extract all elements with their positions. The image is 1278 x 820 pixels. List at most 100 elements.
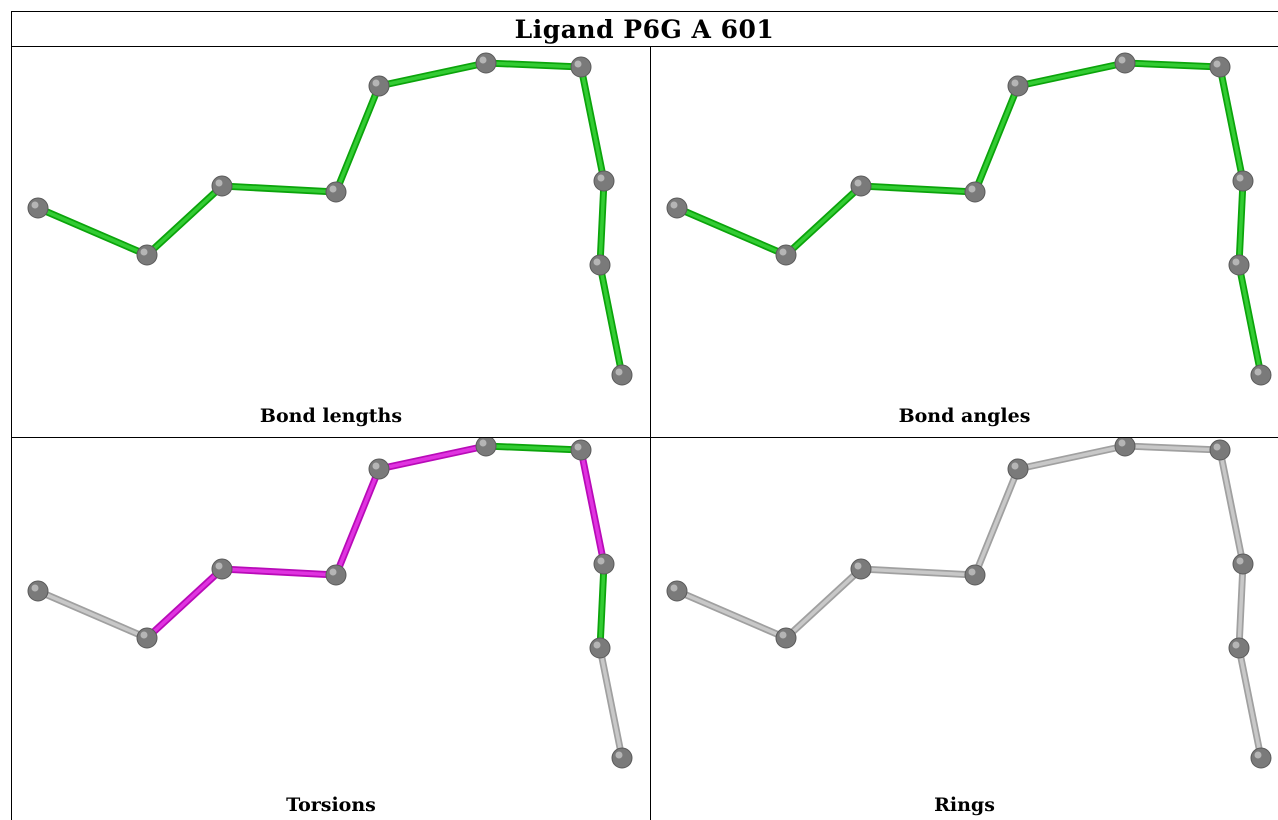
atom-highlight [597,174,605,182]
atom [964,564,986,586]
atom-highlight [854,179,862,187]
bond-highlight [334,467,381,577]
panel-caption: Bond angles [898,405,1031,427]
atom [611,747,633,769]
bond-highlight [973,467,1020,577]
atom [1007,75,1029,97]
bond-highlight [598,562,606,650]
atom [1114,52,1136,74]
atom [1209,56,1231,78]
panel-caption: Rings [934,794,995,816]
row-divider [11,437,1278,438]
panel-rings: Rings [651,438,1278,820]
title-divider [11,46,1278,47]
bond-highlight [579,65,606,183]
atom [1232,170,1254,192]
atom [611,364,633,386]
panel-caption: Torsions [286,794,376,816]
atom [775,244,797,266]
bond-highlight [1237,562,1245,650]
atom-highlight [1232,641,1240,649]
atom-highlight [615,368,623,376]
atom [964,181,986,203]
atom [1250,747,1272,769]
bond-highlight [1237,646,1263,760]
atom [27,197,49,219]
atom-highlight [31,201,39,209]
atom [850,558,872,580]
atom-highlight [372,462,380,470]
bond-highlight [1237,179,1245,267]
atom [211,175,233,197]
atom-highlight [329,185,337,193]
atom-highlight [779,631,787,639]
atom-highlight [1213,443,1221,451]
bond-highlight [220,184,338,194]
bond-highlight [675,589,788,640]
atom-highlight [1011,462,1019,470]
bond-highlight [579,448,606,566]
atom [1114,438,1136,457]
bond-highlight [484,444,583,452]
atom-highlight [574,60,582,68]
atom-highlight [593,641,601,649]
atom-highlight [1254,368,1262,376]
atom-highlight [1254,751,1262,759]
atom [1228,637,1250,659]
atom-highlight [597,557,605,565]
atom-highlight [593,258,601,266]
molecule-view-bond-angles [666,52,1272,386]
panel-bond-lengths: Bond lengths [12,47,650,437]
atom-highlight [670,201,678,209]
bond-highlight [598,646,624,760]
atom [775,627,797,649]
border-left [11,11,12,820]
atom [589,637,611,659]
panel-caption: Bond lengths [259,405,403,427]
atom [325,181,347,203]
bond-highlight [598,179,606,267]
molecule-view-rings [666,438,1272,769]
atom-highlight [479,439,487,447]
bond-highlight [1218,448,1245,566]
atom-highlight [1011,79,1019,87]
atom [593,553,615,575]
atom-highlight [31,584,39,592]
atom [1209,439,1231,461]
atom-highlight [1232,258,1240,266]
bond-highlight [675,206,788,257]
atom [1232,553,1254,575]
atom-highlight [372,79,380,87]
atom [1007,458,1029,480]
bond-highlight [220,567,338,577]
atom [850,175,872,197]
atom [1228,254,1250,276]
panel-torsions: Torsions [12,438,650,820]
bond-highlight [859,184,977,194]
atom-highlight [479,56,487,64]
bond-highlight [1123,61,1222,69]
atom-highlight [1236,557,1244,565]
border-top [11,11,1278,12]
bond-highlight [1016,61,1127,88]
atom-highlight [779,248,787,256]
bond-highlight [377,61,488,88]
molecule-view-bond-lengths [27,52,633,386]
bond-highlight [859,567,977,577]
bond-highlight [1218,65,1245,183]
bond-highlight [145,184,224,257]
bond-highlight [784,184,863,257]
atom-highlight [1236,174,1244,182]
atom [368,75,390,97]
atom-highlight [1118,439,1126,447]
bond-highlight [334,84,381,194]
atom [136,627,158,649]
bond-highlight [784,567,863,640]
atom-highlight [140,248,148,256]
atom [570,439,592,461]
molecule-view-torsions [27,438,633,769]
atom [570,56,592,78]
atom [666,580,688,602]
atom-highlight [1213,60,1221,68]
